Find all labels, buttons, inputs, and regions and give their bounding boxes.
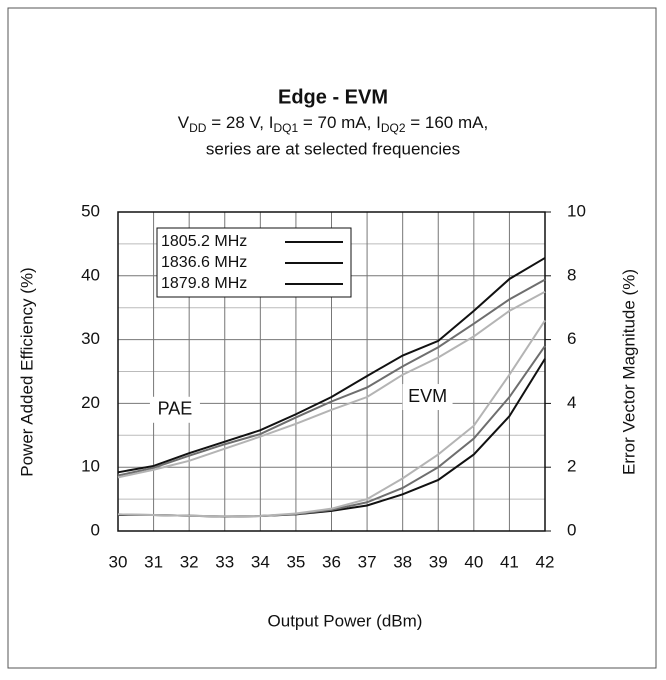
y2-tick-label: 2 bbox=[567, 457, 576, 476]
subtitle-part: = 28 V, I bbox=[206, 113, 273, 132]
x-tick-label: 41 bbox=[500, 552, 519, 571]
subtitle-part: V bbox=[178, 113, 190, 132]
subscript: DQ2 bbox=[381, 121, 406, 135]
y2-tick-label: 8 bbox=[567, 265, 576, 284]
subscript: DQ1 bbox=[273, 121, 298, 135]
plot-border bbox=[117, 211, 546, 532]
subtitle-part: = 160 mA, bbox=[406, 113, 489, 132]
x-tick-label: 39 bbox=[429, 552, 448, 571]
subscript: DD bbox=[189, 121, 207, 135]
legend-label: 1805.2 MHz bbox=[161, 233, 247, 250]
annotation-bg bbox=[149, 396, 200, 423]
y-tick-label: 30 bbox=[81, 329, 100, 348]
y2-tick-label: 4 bbox=[567, 393, 576, 412]
series-line bbox=[117, 278, 546, 477]
y-tick-label: 50 bbox=[81, 201, 100, 220]
annotation: PAE bbox=[158, 399, 193, 419]
series-line bbox=[117, 257, 546, 474]
x-tick-label: 34 bbox=[251, 552, 270, 571]
y2-tick-label: 0 bbox=[567, 520, 576, 539]
y-axis-title: Power Added Efficiency (%) bbox=[17, 267, 36, 476]
y2-tick-label: 10 bbox=[567, 201, 586, 220]
subtitle-part: = 70 mA, I bbox=[298, 113, 381, 132]
legend-label: 1836.6 MHz bbox=[161, 254, 247, 271]
chart-subtitle: VDD = 28 V, IDQ1 = 70 mA, IDQ2 = 160 mA, bbox=[178, 113, 488, 135]
x-tick-label: 33 bbox=[215, 552, 234, 571]
series-line bbox=[117, 319, 546, 518]
frame bbox=[7, 7, 657, 669]
legend-label: 1879.8 MHz bbox=[161, 275, 247, 292]
y-tick-label: 10 bbox=[81, 457, 100, 476]
x-tick-label: 36 bbox=[322, 552, 341, 571]
x-tick-label: 40 bbox=[464, 552, 483, 571]
x-axis-title: Output Power (dBm) bbox=[268, 611, 423, 630]
chart-title: Edge - EVM bbox=[278, 86, 388, 108]
series-line bbox=[117, 290, 546, 479]
y-tick-label: 40 bbox=[81, 265, 100, 284]
chart-subtitle: series are at selected frequencies bbox=[206, 139, 460, 158]
annotation-bg bbox=[402, 384, 453, 411]
annotation: EVM bbox=[408, 386, 447, 406]
x-tick-label: 32 bbox=[180, 552, 199, 571]
x-tick-label: 30 bbox=[109, 552, 128, 571]
x-tick-label: 35 bbox=[286, 552, 305, 571]
y-tick-label: 0 bbox=[91, 520, 100, 539]
y2-tick-label: 6 bbox=[567, 329, 576, 348]
x-tick-label: 31 bbox=[144, 552, 163, 571]
x-tick-label: 42 bbox=[536, 552, 555, 571]
x-tick-label: 38 bbox=[393, 552, 412, 571]
x-tick-label: 37 bbox=[358, 552, 377, 571]
y-tick-label: 20 bbox=[81, 393, 100, 412]
y2-axis-title: Error Vector Magnitude (%) bbox=[619, 269, 638, 475]
